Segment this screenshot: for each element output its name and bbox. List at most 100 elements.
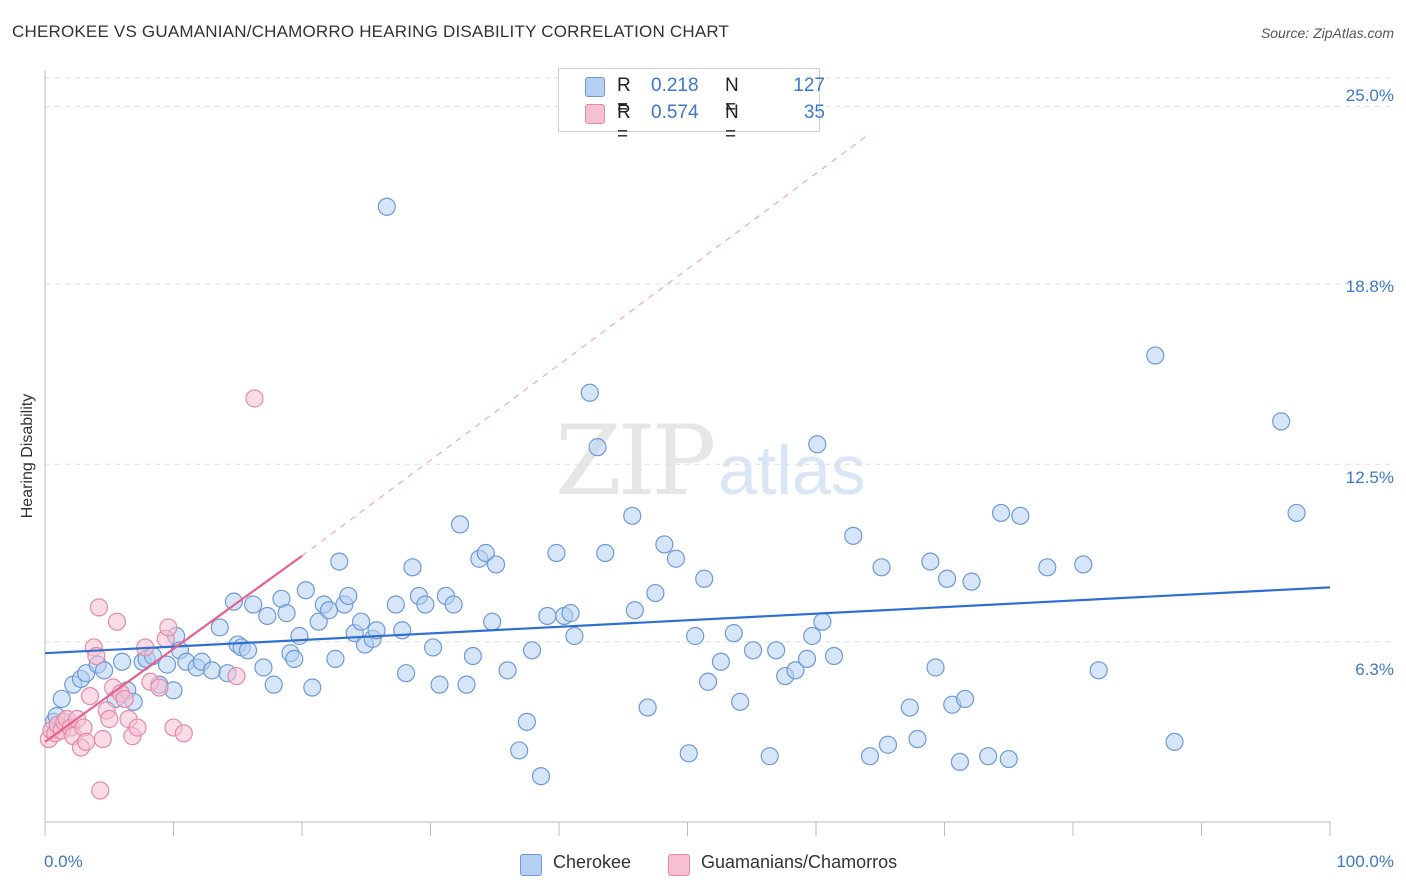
cherokee-point [962, 572, 981, 591]
cherokee-point [803, 626, 822, 646]
cherokee-point [731, 692, 750, 711]
cherokee-point [303, 678, 322, 697]
guamanian-point [115, 689, 134, 709]
cherokee-point [285, 649, 304, 668]
cherokee-point [157, 655, 177, 674]
cherokee-point [290, 626, 309, 646]
cherokee-point [258, 606, 277, 626]
n-value: 127 [793, 75, 825, 96]
cherokee-point [483, 612, 502, 631]
r-label: R = [617, 75, 631, 118]
cherokee-point [743, 641, 763, 660]
swatch-cherokee [520, 854, 542, 876]
cherokee-point [547, 543, 566, 563]
cherokee-point [908, 729, 927, 749]
watermark-atlas: atlas [718, 431, 866, 509]
cherokee-point [1074, 555, 1093, 574]
y-tick-label: 18.8% [1345, 277, 1394, 296]
cherokee-point [797, 649, 817, 668]
cherokee-point [655, 535, 674, 554]
guamanian-point [128, 718, 147, 737]
cherokee-point [367, 621, 386, 640]
cherokee-point [1038, 558, 1057, 577]
cherokee-point [254, 658, 273, 677]
guamanian-point [91, 781, 110, 800]
cherokee-point [386, 595, 405, 614]
cherokee-point [330, 552, 349, 571]
cherokee-point [786, 661, 805, 680]
cherokee-point [476, 543, 495, 563]
r-value: 0.574 [651, 102, 699, 123]
cherokee-point [403, 558, 422, 577]
cherokee-point [580, 383, 599, 402]
cherokee-point [623, 506, 642, 525]
cherokee-point [457, 675, 476, 694]
cherokee-point [463, 646, 483, 666]
cherokee-point [937, 569, 957, 588]
cherokee-point [517, 712, 536, 731]
y-tick-label: 12.5% [1345, 468, 1394, 487]
guamanian-trend-extension [301, 134, 868, 557]
guamanian-point [150, 678, 169, 697]
cherokee-point [724, 624, 743, 643]
cherokee-point [1011, 506, 1030, 525]
swatch-guamanian [585, 104, 605, 124]
r-label: R = [617, 102, 631, 145]
cherokee-point [416, 595, 435, 614]
cherokee-point [1089, 661, 1108, 680]
cherokee-point [1272, 412, 1291, 431]
cherokee-point [844, 526, 863, 545]
cherokee-point [1165, 732, 1184, 751]
cherokee-point [224, 592, 243, 611]
guamanian-point [174, 724, 193, 743]
cherokee-point [921, 552, 940, 571]
swatch-guamanian [668, 854, 690, 876]
cherokee-point [711, 652, 731, 671]
cherokee-point [377, 197, 396, 216]
cherokee-point [498, 661, 517, 680]
cherokee-point [522, 641, 542, 660]
cherokee-point [979, 747, 998, 766]
cherokee-point [510, 741, 529, 760]
guamanian-point [80, 686, 100, 706]
r-value: 0.218 [651, 75, 699, 96]
cherokee-point [638, 698, 657, 717]
watermark-zip: ZIP [555, 405, 716, 517]
cherokee-point [486, 555, 506, 574]
cherokee-point [112, 652, 132, 671]
cherokee-point [538, 606, 557, 626]
cherokee-point [339, 586, 358, 606]
cherokee-point [999, 749, 1018, 769]
cherokee-point [264, 675, 283, 694]
cherokee-point [698, 672, 718, 691]
cherokee-point [565, 626, 584, 646]
cherokee-point [52, 689, 71, 709]
legend-label: Guamanians/Chamorros [701, 852, 898, 872]
cherokee-point [531, 767, 551, 786]
cherokee-point [808, 435, 827, 454]
guamanian-point [77, 732, 96, 751]
cherokee-point [430, 675, 449, 694]
x-tick-label: 100.0% [1336, 852, 1394, 871]
cherokee-point [695, 569, 714, 588]
cherokee-point [309, 612, 328, 631]
guamanian-point [107, 612, 127, 631]
legend-label: Cherokee [553, 852, 632, 872]
guamanian-trendline [44, 554, 303, 743]
cherokee-point [423, 638, 443, 657]
cherokee-point [955, 689, 975, 709]
cherokee-point [277, 604, 296, 623]
guamanian-point [93, 729, 112, 749]
chart-title: CHEROKEE VS GUAMANIAN/CHAMORRO HEARING D… [12, 22, 730, 41]
swatch-cherokee [585, 77, 605, 97]
cherokee-point [1146, 346, 1165, 365]
correlation-legend: R = 0.218 N = 127 R = 0.574 N = 35 [558, 68, 825, 145]
cherokee-point [202, 661, 222, 680]
y-tick-label: 6.3% [1355, 660, 1394, 679]
cherokee-point [900, 698, 919, 717]
cherokee-point [450, 515, 470, 534]
guamanian-point [159, 618, 178, 637]
cherokee-point [210, 618, 229, 637]
cherokee-point [646, 583, 665, 603]
cherokee-point [95, 661, 114, 680]
